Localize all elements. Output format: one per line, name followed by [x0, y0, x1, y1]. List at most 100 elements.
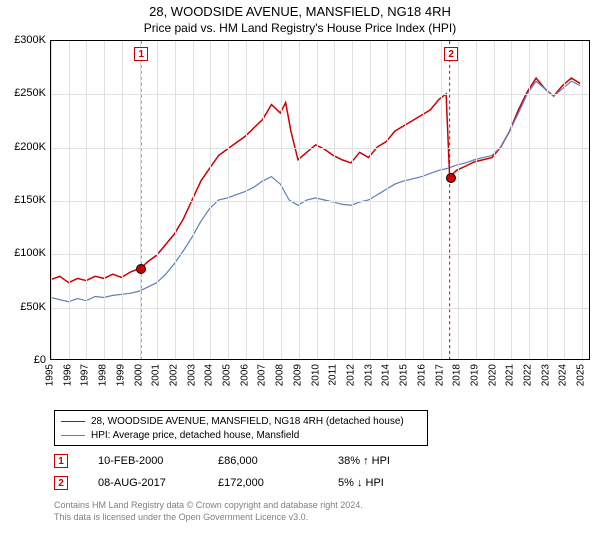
x-tick-label: 2004 — [204, 364, 215, 386]
gridline-v — [228, 41, 229, 359]
series-line — [51, 81, 580, 302]
y-tick-label: £100K — [14, 247, 46, 259]
sale-price: £172,000 — [218, 477, 338, 489]
gridline-v — [104, 41, 105, 359]
gridline-v — [476, 41, 477, 359]
series-line — [51, 78, 580, 283]
y-axis: £0£50K£100K£150K£200K£250K£300K — [0, 40, 50, 360]
x-tick-label: 1996 — [62, 364, 73, 386]
footer-attribution: Contains HM Land Registry data © Crown c… — [54, 500, 363, 523]
x-tick-label: 2023 — [540, 364, 551, 386]
y-tick-label: £200K — [14, 141, 46, 153]
gridline-v — [511, 41, 512, 359]
x-tick-label: 2016 — [416, 364, 427, 386]
y-tick-label: £250K — [14, 87, 46, 99]
gridline-v — [547, 41, 548, 359]
legend-box: 28, WOODSIDE AVENUE, MANSFIELD, NG18 4RH… — [54, 410, 428, 446]
gridline-v — [281, 41, 282, 359]
chart-container: £0£50K£100K£150K£200K£250K£300K 12 19951… — [0, 40, 600, 400]
gridline-v — [175, 41, 176, 359]
gridline-v — [441, 41, 442, 359]
gridline-v — [494, 41, 495, 359]
x-tick-label: 2012 — [345, 364, 356, 386]
gridline-v — [210, 41, 211, 359]
x-tick-label: 2001 — [151, 364, 162, 386]
x-tick-label: 2014 — [381, 364, 392, 386]
gridline-v — [122, 41, 123, 359]
x-tick-label: 1998 — [98, 364, 109, 386]
gridline-h — [51, 201, 589, 202]
footer-line-1: Contains HM Land Registry data © Crown c… — [54, 500, 363, 512]
gridline-h — [51, 94, 589, 95]
gridline-v — [69, 41, 70, 359]
sale-number-box: 1 — [54, 454, 68, 468]
legend-label: 28, WOODSIDE AVENUE, MANSFIELD, NG18 4RH… — [91, 416, 404, 427]
x-tick-label: 2010 — [310, 364, 321, 386]
x-tick-label: 2005 — [222, 364, 233, 386]
x-tick-label: 2022 — [523, 364, 534, 386]
legend-label: HPI: Average price, detached house, Mans… — [91, 430, 299, 441]
sales-table: 110-FEB-2000£86,00038% ↑ HPI 2 08-AUG-2017… — [54, 450, 458, 494]
legend-swatch — [61, 421, 85, 422]
x-tick-label: 2006 — [239, 364, 250, 386]
x-tick-label: 1999 — [115, 364, 126, 386]
sale-marker-box: 1 — [134, 47, 148, 61]
x-tick-label: 2020 — [487, 364, 498, 386]
gridline-h — [51, 148, 589, 149]
footer-line-2: This data is licensed under the Open Gov… — [54, 512, 363, 524]
gridline-v — [564, 41, 565, 359]
x-tick-label: 2021 — [505, 364, 516, 386]
sale-marker-box: 2 — [444, 47, 458, 61]
legend-swatch — [61, 435, 85, 436]
gridline-v — [423, 41, 424, 359]
x-tick-label: 1995 — [45, 364, 56, 386]
gridline-v — [299, 41, 300, 359]
legend-row: HPI: Average price, detached house, Mans… — [61, 428, 421, 442]
gridline-v — [529, 41, 530, 359]
gridline-v — [157, 41, 158, 359]
x-tick-label: 2025 — [576, 364, 587, 386]
gridline-v — [193, 41, 194, 359]
sale-date: 08-AUG-2017 — [98, 477, 218, 489]
chart-subtitle: Price paid vs. HM Land Registry's House … — [0, 21, 600, 35]
sales-row: 2 08-AUG-2017£172,0005% ↓ HPI — [54, 472, 458, 494]
sale-delta: 5% ↓ HPI — [338, 477, 458, 489]
gridline-v — [370, 41, 371, 359]
gridline-v — [86, 41, 87, 359]
x-tick-label: 2011 — [328, 364, 339, 386]
x-tick-label: 2013 — [363, 364, 374, 386]
gridline-v — [317, 41, 318, 359]
gridline-v — [334, 41, 335, 359]
x-tick-label: 2017 — [434, 364, 445, 386]
x-tick-label: 2007 — [257, 364, 268, 386]
x-tick-label: 2018 — [452, 364, 463, 386]
x-tick-label: 1997 — [80, 364, 91, 386]
x-tick-label: 2009 — [292, 364, 303, 386]
gridline-v — [458, 41, 459, 359]
gridline-v — [582, 41, 583, 359]
gridline-v — [140, 41, 141, 359]
x-tick-label: 2015 — [399, 364, 410, 386]
x-tick-label: 2000 — [133, 364, 144, 386]
gridline-h — [51, 308, 589, 309]
sales-row: 110-FEB-2000£86,00038% ↑ HPI — [54, 450, 458, 472]
gridline-v — [387, 41, 388, 359]
sale-marker-dot — [136, 264, 146, 274]
x-tick-label: 2019 — [469, 364, 480, 386]
y-tick-label: £150K — [14, 194, 46, 206]
y-tick-label: £50K — [20, 301, 46, 313]
sale-price: £86,000 — [218, 455, 338, 467]
gridline-v — [405, 41, 406, 359]
sale-delta: 38% ↑ HPI — [338, 455, 458, 467]
gridline-h — [51, 254, 589, 255]
y-tick-label: £300K — [14, 34, 46, 46]
gridline-v — [51, 41, 52, 359]
sale-marker-dot — [446, 173, 456, 183]
x-tick-label: 2002 — [168, 364, 179, 386]
x-axis: 1995199619971998199920002001200220032004… — [50, 360, 590, 400]
chart-svg — [51, 41, 589, 359]
gridline-v — [263, 41, 264, 359]
legend-row: 28, WOODSIDE AVENUE, MANSFIELD, NG18 4RH… — [61, 414, 421, 428]
sale-number-box: 2 — [54, 476, 68, 490]
gridline-v — [352, 41, 353, 359]
